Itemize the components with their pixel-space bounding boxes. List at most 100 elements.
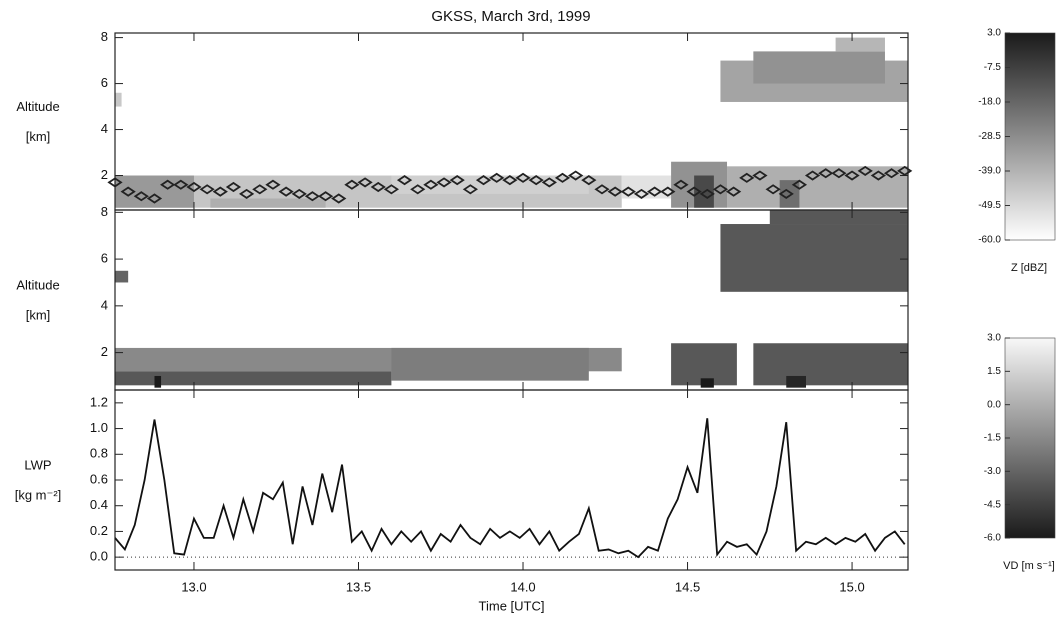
y-tick-label: 0.0 bbox=[90, 549, 108, 564]
x-tick-label: 14.0 bbox=[510, 579, 535, 594]
echo-cell bbox=[720, 224, 908, 292]
echo-cell bbox=[786, 375, 806, 388]
y-tick-label: 1.2 bbox=[90, 394, 108, 409]
cloud-base-marker bbox=[357, 177, 373, 188]
y-tick-label: 4 bbox=[101, 121, 108, 136]
cloud-base-marker bbox=[633, 188, 650, 199]
cloud-base-marker bbox=[870, 170, 887, 181]
cloud-base-marker bbox=[252, 184, 268, 195]
echo-cell bbox=[115, 92, 122, 107]
cloud-base-marker bbox=[541, 177, 557, 188]
y-tick-label: 0.4 bbox=[90, 497, 108, 512]
cloud-base-marker bbox=[449, 175, 465, 186]
y-tick-label: 6 bbox=[101, 75, 108, 90]
cloud-base-marker bbox=[146, 193, 163, 204]
cloud-base-marker bbox=[778, 188, 794, 199]
cloud-base-marker bbox=[173, 179, 189, 190]
colorbar-tick-label: 3.0 bbox=[987, 28, 1001, 39]
y-tick-label: 6 bbox=[101, 251, 108, 266]
echo-cell bbox=[391, 347, 589, 381]
cloud-base-marker bbox=[436, 177, 452, 188]
colorbar-tick-label: 0.0 bbox=[987, 399, 1001, 410]
cloud-base-marker bbox=[712, 184, 729, 195]
y-tick-label: 0.8 bbox=[90, 446, 108, 461]
cloud-base-marker bbox=[331, 193, 347, 204]
cloud-base-marker bbox=[462, 184, 478, 195]
y-axis-label: [kg m⁻²] bbox=[15, 487, 62, 502]
y-tick-label: 1.0 bbox=[90, 420, 108, 435]
cloud-base-marker bbox=[554, 172, 571, 183]
colorbar-tick-label: -28.5 bbox=[978, 131, 1001, 142]
cloud-base-marker bbox=[515, 172, 531, 183]
cloud-base-marker bbox=[568, 170, 584, 181]
cloud-base-marker bbox=[370, 181, 386, 193]
cloud-base-marker bbox=[291, 188, 307, 199]
colorbar-tick-label: 1.5 bbox=[987, 366, 1001, 377]
echo-cell bbox=[700, 378, 714, 388]
cloud-base-marker bbox=[686, 186, 702, 197]
colorbar-tick-label: -49.5 bbox=[978, 200, 1001, 211]
cloud-base-marker bbox=[581, 175, 597, 186]
x-tick-label: 14.5 bbox=[675, 579, 700, 594]
chart-title: GKSS, March 3rd, 1999 bbox=[431, 8, 590, 25]
cloud-base-marker bbox=[699, 188, 715, 199]
colorbar-tick-label: -39.0 bbox=[978, 166, 1001, 177]
cloud-base-marker bbox=[225, 181, 242, 193]
cloud-base-marker bbox=[831, 168, 847, 179]
y-tick-label: 0.2 bbox=[90, 523, 108, 538]
echo-cell bbox=[154, 375, 162, 388]
y-axis-label: [km] bbox=[26, 129, 51, 144]
lwp-line bbox=[114, 418, 906, 559]
cloud-base-marker bbox=[752, 170, 768, 181]
colorbar-tick-label: -18.0 bbox=[978, 97, 1001, 108]
y-tick-label: 2 bbox=[101, 167, 108, 182]
colorbar-tick-label: -6.0 bbox=[984, 533, 1002, 544]
echo-cell bbox=[753, 51, 885, 84]
cloud-base-marker bbox=[489, 172, 505, 183]
cloud-base-marker bbox=[804, 170, 821, 181]
cloud-base-marker bbox=[238, 188, 255, 199]
cloud-base-marker bbox=[423, 179, 439, 190]
colorbar-tick-label: -1.5 bbox=[984, 433, 1002, 444]
cloud-base-marker bbox=[897, 165, 913, 177]
cloud-base-marker bbox=[594, 184, 610, 195]
y-axis-label: LWP bbox=[24, 457, 51, 472]
echo-cell bbox=[779, 180, 800, 208]
echo-cell bbox=[115, 371, 392, 386]
echo-cell bbox=[753, 343, 908, 386]
cloud-base-marker bbox=[107, 177, 123, 188]
cloud-base-marker bbox=[765, 184, 781, 195]
colorbar-label: Z [dBZ] bbox=[1011, 262, 1047, 274]
cloud-base-marker bbox=[528, 175, 544, 186]
cloud-base-marker bbox=[120, 186, 136, 197]
cloud-base-marker bbox=[212, 186, 228, 197]
cloud-base-marker bbox=[857, 165, 873, 177]
colorbar-label: VD [m s⁻¹] bbox=[1003, 560, 1055, 572]
cloud-base-marker bbox=[344, 179, 360, 190]
cloud-base-marker bbox=[199, 184, 215, 195]
cloud-base-marker bbox=[502, 175, 518, 186]
cloud-base-marker bbox=[791, 179, 808, 190]
colorbar-tick-label: -3.0 bbox=[984, 466, 1002, 477]
echo-cell bbox=[769, 210, 908, 225]
cloud-base-marker bbox=[396, 175, 413, 186]
cloud-base-marker bbox=[265, 179, 281, 190]
cloud-base-marker bbox=[739, 172, 755, 183]
y-tick-label: 2 bbox=[101, 344, 108, 359]
y-tick-label: 4 bbox=[101, 297, 108, 312]
colorbar bbox=[1004, 32, 1056, 241]
echo-cell bbox=[210, 198, 326, 208]
plot-frame bbox=[114, 389, 909, 571]
echo-cell bbox=[835, 37, 885, 52]
y-axis-label: Altitude bbox=[16, 99, 59, 114]
echo-cell bbox=[115, 270, 129, 283]
cloud-base-marker bbox=[475, 175, 492, 186]
colorbar-tick-label: -4.5 bbox=[984, 499, 1002, 510]
y-tick-label: 0.6 bbox=[90, 471, 108, 486]
cloud-base-marker bbox=[410, 184, 426, 195]
cloud-base-marker bbox=[844, 170, 860, 181]
cloud-base-marker bbox=[317, 191, 334, 202]
y-tick-label: 8 bbox=[101, 29, 108, 44]
y-tick-label: 8 bbox=[101, 204, 108, 219]
